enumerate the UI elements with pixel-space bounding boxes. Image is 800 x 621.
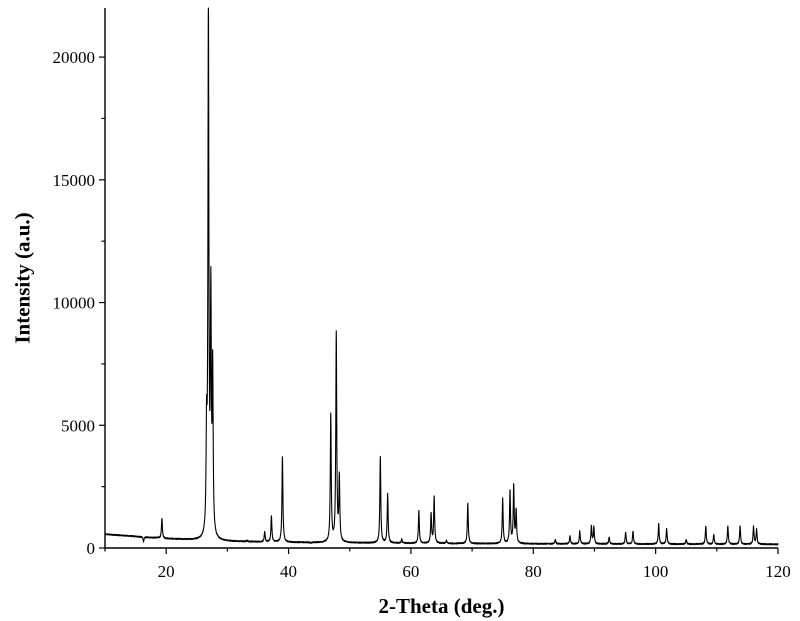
y-tick-label: 0: [87, 539, 96, 558]
y-tick-label: 15000: [53, 171, 96, 190]
x-tick-label: 80: [525, 562, 542, 581]
x-tick-label: 120: [765, 562, 791, 581]
tick-group: 20 40 60 80 100 120 0 5000 10000 15000 20000: [53, 48, 791, 581]
x-tick-label: 40: [280, 562, 297, 581]
y-tick-label: 20000: [53, 48, 96, 67]
y-tick-label: 10000: [53, 294, 96, 313]
x-tick-label: 100: [643, 562, 669, 581]
y-axis-title: Intensity (a.u.): [10, 212, 34, 343]
xrd-trace-line: [104, 7, 779, 546]
x-tick-label: 60: [402, 562, 419, 581]
x-axis-title: 2-Theta (deg.): [379, 594, 505, 618]
x-tick-label: 20: [158, 562, 175, 581]
y-tick-label: 5000: [61, 416, 95, 435]
